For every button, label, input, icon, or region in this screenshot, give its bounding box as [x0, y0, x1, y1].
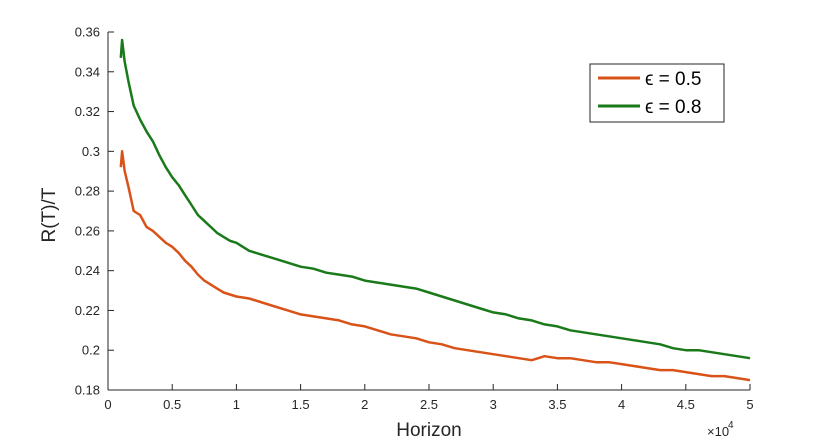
x-tick-label: 0.5: [163, 397, 181, 412]
legend-box: [589, 63, 725, 123]
x-tick-label: 2: [361, 397, 368, 412]
x-tick-label: 3: [490, 397, 497, 412]
y-tick-label: 0.24: [75, 263, 100, 278]
x-tick-label: 2.5: [420, 397, 438, 412]
axes-layer: 0 0.5 1 1.5 2 2.5 3 3.5 4 4.5 5 0.18 0.2 0.22 0.24 0.26…: [75, 25, 754, 413]
legend-label-series-2: ϵ = 0.8: [645, 97, 701, 118]
x-tick-label: 1.5: [292, 397, 310, 412]
x-tick-label: 0: [104, 397, 111, 412]
series-line-2: [119, 38, 751, 360]
y-tick-label: 0.28: [75, 184, 100, 199]
y-tick-label: 0.32: [75, 104, 100, 119]
x-axis-exponent-power: 4: [728, 420, 734, 431]
legend-label-series-1: ϵ = 0.5: [645, 69, 701, 90]
series-line-1: [119, 150, 751, 382]
y-tick-label: 0.34: [75, 64, 100, 79]
legend: ϵ = 0.5 ϵ = 0.8: [589, 63, 725, 123]
x-tick-label: 3.5: [548, 397, 566, 412]
y-tick-label: 0.3: [82, 144, 100, 159]
x-tick-label: 1: [233, 397, 240, 412]
y-tick-label: 0.18: [75, 383, 100, 398]
y-tick-label: 0.22: [75, 303, 100, 318]
x-axis-exponent-base: ×10: [707, 424, 729, 439]
x-axis-exponent: ×10 4: [707, 420, 734, 439]
series-layer: [119, 38, 751, 382]
x-axis-title: Horizon: [396, 420, 461, 440]
x-tick-label: 4.5: [677, 397, 695, 412]
y-tick-label: 0.36: [75, 25, 100, 40]
y-tick-label: 0.26: [75, 223, 100, 238]
y-tick-label: 0.2: [82, 343, 100, 358]
x-tick-label: 5: [746, 397, 753, 412]
x-tick-label: 4: [618, 397, 625, 412]
y-axis-title: R(T)/T: [39, 187, 60, 242]
